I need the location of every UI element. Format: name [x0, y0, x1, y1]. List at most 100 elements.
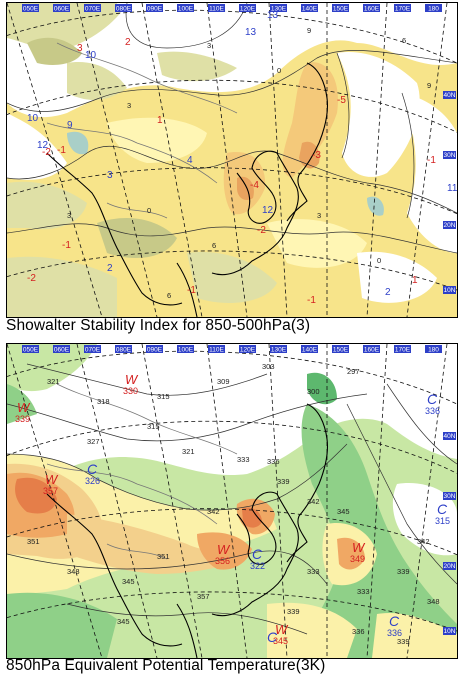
- ept-contour-label: 315: [147, 422, 160, 431]
- ept-contour-label: 345: [122, 577, 135, 586]
- ssi-lon-tick-bg: [301, 4, 318, 12]
- ept-contour-label: 357: [197, 592, 210, 601]
- ssi-lon-tick: 070E: [85, 6, 101, 13]
- ssi-lon-tick: 180: [428, 6, 439, 13]
- ept-cold-value: 336: [425, 406, 440, 416]
- ssi-lon-tick: 110E: [209, 6, 224, 13]
- ssi-lon-tick-bg: [363, 4, 380, 12]
- ssi-red-label: 3: [77, 43, 83, 54]
- ssi-lon-tick: 100E: [178, 6, 194, 13]
- ssi-caption: Showalter Stability Index for 850-500hPa…: [6, 317, 311, 334]
- ssi-map-panel: 050E 060E 070E 080E 090E 100E 110E 120E 130E 140E…: [6, 2, 458, 318]
- ept-contour-label: 321: [47, 377, 60, 386]
- ept-contour-label: 303: [262, 362, 275, 371]
- ept-lon-tick: 110E: [209, 347, 224, 354]
- ssi-lon-tick: 060E: [54, 6, 70, 13]
- ept-lon-tick: 050E: [23, 347, 39, 354]
- ept-lon-tick: 170E: [395, 347, 411, 354]
- ssi-blue-label: 3: [107, 170, 113, 181]
- ept-caption: 850hPa Equivalent Potential Temperature(…: [6, 657, 326, 674]
- ept-lon-tick: 070E: [85, 347, 101, 354]
- ept-borders: [46, 383, 238, 560]
- ssi-lon-tick: 130E: [271, 6, 287, 13]
- ssi-contour-label: 3: [207, 41, 211, 50]
- ept-contour-label: 309: [217, 377, 230, 386]
- ept-lat-tick-bg: [443, 562, 456, 570]
- ssi-red-label: 1: [157, 115, 163, 126]
- ept-contour-label: 339: [277, 477, 290, 486]
- ept-contour-label: 300: [307, 387, 320, 396]
- ssi-contour-label: 6: [212, 241, 216, 250]
- ept-lon-ticks: 050E 060E 070E 080E 090E 100E 110E 120E 130E 140E…: [22, 345, 442, 354]
- ssi-lon-tick-bg: [239, 4, 256, 12]
- ept-lon-tick: 140E: [302, 347, 318, 354]
- ept-lon-tick: 160E: [364, 347, 380, 354]
- ssi-lon-tick-bg: [53, 4, 70, 12]
- ept-contour-label: 351: [27, 537, 40, 546]
- ssi-blue-label: 9: [67, 120, 73, 131]
- ssi-contour-label: 6: [167, 291, 171, 300]
- ept-cold-letter: C: [252, 546, 263, 562]
- ept-map: 050E 060E 070E 080E 090E 100E 110E 120E 130E 140E…: [7, 344, 457, 658]
- ssi-lat-tick: 10N: [444, 287, 456, 294]
- ssi-red-label: -1: [427, 155, 436, 166]
- ssi-blue-label: 2: [107, 263, 113, 274]
- ssi-lon-tick-bg: [270, 4, 287, 12]
- ssi-graticule: [7, 3, 457, 317]
- ssi-lon-tick-bg: [425, 4, 442, 12]
- ssi-lon-tick-bg: [146, 4, 163, 12]
- ept-lat-tick: 10N: [444, 628, 456, 635]
- ept-warm-letter: W: [17, 400, 31, 415]
- ept-cold-letter: C: [437, 501, 448, 517]
- ept-contour-label: 342: [207, 507, 220, 516]
- ept-cold-letter: C: [267, 629, 278, 645]
- ept-contour-label: 297: [347, 367, 360, 376]
- ssi-blue-label: 13: [267, 10, 279, 21]
- ssi-lon-ticks: 050E 060E 070E 080E 090E 100E 110E 120E 130E 140E…: [22, 4, 442, 13]
- ept-lat-tick-bg: [443, 432, 456, 440]
- ept-contour-label: 348: [427, 597, 440, 606]
- ssi-lat-tick-bg: [443, 286, 456, 294]
- ept-contour-label: 339: [397, 567, 410, 576]
- ept-lon-tick-bg: [177, 345, 194, 353]
- ept-lon-tick-bg: [53, 345, 70, 353]
- ssi-lon-tick-bg: [394, 4, 411, 12]
- ept-contour-label: 327: [87, 437, 100, 446]
- ssi-lon-tick: 170E: [395, 6, 411, 13]
- ept-contour-label: 315: [157, 392, 170, 401]
- ssi-contour-label: 6: [402, 36, 406, 45]
- ssi-contour-label: 9: [307, 26, 311, 35]
- ept-cold-value: 315: [435, 516, 450, 526]
- ept-contour-label: 333: [307, 567, 320, 576]
- ssi-lon-tick: 050E: [23, 6, 39, 13]
- ssi-lon-tick-bg: [22, 4, 39, 12]
- ept-map-panel: 050E 060E 070E 080E 090E 100E 110E 120E 130E 140E…: [6, 343, 458, 659]
- ssi-blue-label: 12: [37, 140, 49, 151]
- ssi-contour-label: 3: [317, 211, 321, 220]
- ept-lon-tick: 060E: [54, 347, 70, 354]
- ssi-red-label: -1: [187, 285, 196, 296]
- ept-contour-labels: 321 318 315 309 303 300 297 327 315 321 333 339 342 3…: [27, 362, 440, 646]
- ssi-contour-label: 0: [377, 256, 381, 265]
- ept-lat-tick: 40N: [444, 433, 456, 440]
- ssi-lon-tick: 150E: [333, 6, 349, 13]
- ssi-blue-label: 2: [385, 287, 391, 298]
- ssi-blue-label: 12: [262, 205, 274, 216]
- ssi-blue-label: 4: [187, 155, 193, 166]
- ept-lat-tick-bg: [443, 492, 456, 500]
- ept-contour-label: 318: [97, 397, 110, 406]
- ssi-lon-tick-bg: [84, 4, 101, 12]
- ept-warm-letter: W: [352, 540, 366, 555]
- ssi-red-label: -3: [312, 150, 321, 161]
- ssi-contour-label: 9: [427, 81, 431, 90]
- ssi-blue-label: 10: [27, 113, 39, 124]
- ept-warm-letter: W: [45, 472, 59, 487]
- ssi-shading: [7, 3, 457, 317]
- ept-lon-tick-bg: [332, 345, 349, 353]
- ssi-coastlines: [46, 62, 329, 317]
- ssi-lon-tick: 090E: [147, 6, 163, 13]
- ssi-lat-ticks: 40N 30N 20N 10N: [443, 91, 456, 294]
- ssi-lat-tick: 40N: [444, 92, 456, 99]
- ept-contour-label: 345: [337, 507, 350, 516]
